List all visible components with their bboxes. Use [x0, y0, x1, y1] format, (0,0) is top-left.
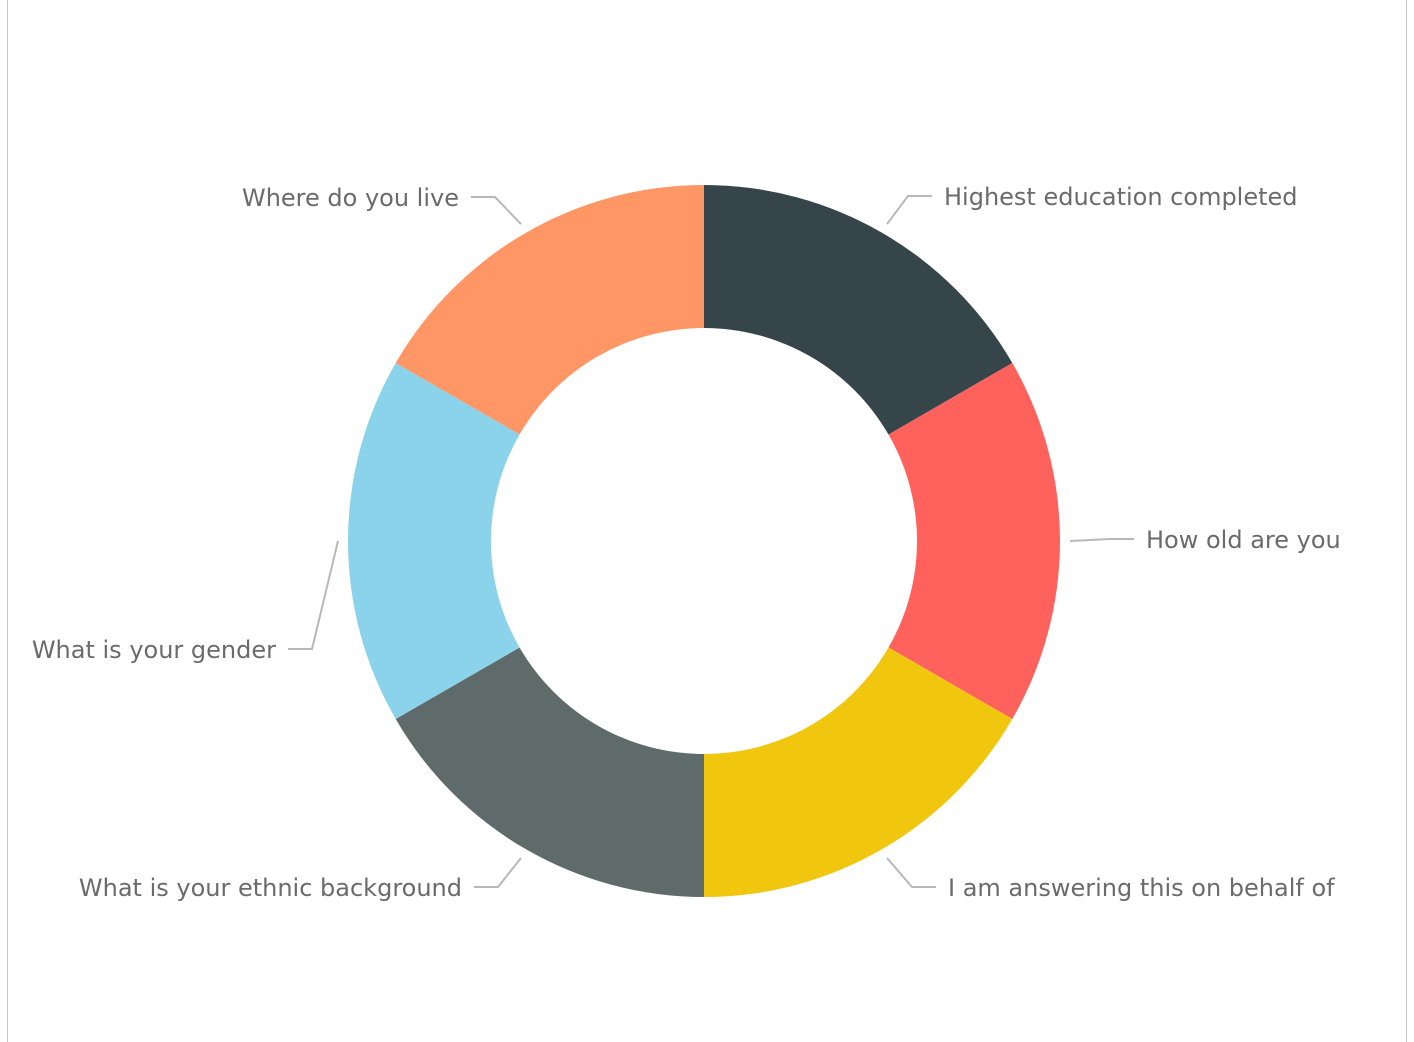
frame-border-right — [1406, 0, 1407, 1042]
frame-border-left — [7, 0, 8, 1042]
slices-group — [348, 185, 1060, 897]
slice-2 — [888, 363, 1060, 719]
slice-label-5: What is your gender — [32, 636, 276, 664]
slice-label-2: How old are you — [1146, 526, 1341, 554]
slice-4 — [395, 647, 704, 897]
slice-label-4: What is your ethnic background — [79, 874, 462, 902]
slice-3 — [704, 647, 1013, 897]
labels-group: Highest education completed How old are y… — [32, 183, 1341, 902]
leader-line-4 — [474, 857, 522, 888]
leader-line-3 — [886, 857, 936, 888]
leader-line-5 — [288, 540, 339, 650]
leader-line-1 — [886, 195, 932, 225]
slice-1 — [704, 185, 1013, 435]
slice-label-3: I am answering this on behalf of — [948, 874, 1335, 902]
leader-line-6 — [471, 196, 522, 225]
leader-lines-group — [288, 195, 1134, 888]
slice-5 — [348, 363, 520, 719]
slice-label-6: Where do you live — [242, 184, 459, 212]
slice-label-1: Highest education completed — [944, 183, 1298, 211]
leader-line-2 — [1069, 538, 1134, 542]
slice-6 — [395, 185, 704, 435]
